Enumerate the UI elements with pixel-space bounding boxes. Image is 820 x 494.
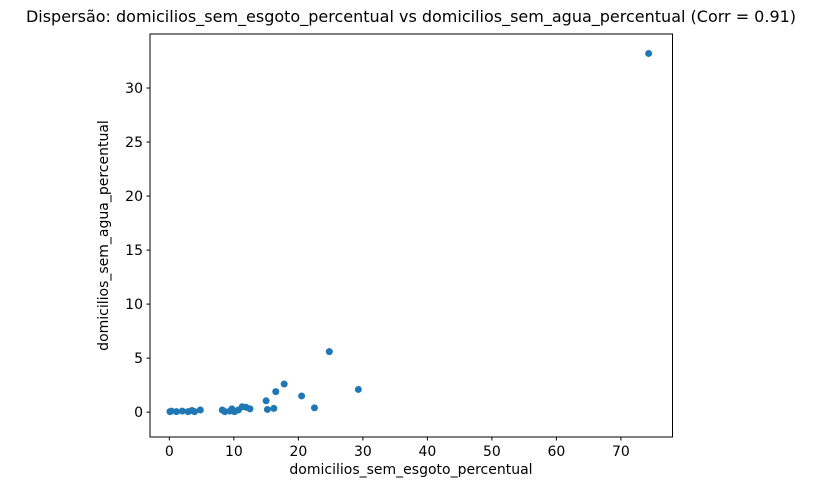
scatter-point [178,407,186,415]
x-axis-tick-label: 10 [225,444,243,460]
x-axis-tick-label: 60 [547,444,565,460]
scatter-point [272,388,280,396]
scatter-point [310,404,318,412]
scatter-point [196,406,204,414]
x-axis-tick-labels: 0 10 20 30 40 50 60 70 [165,444,630,460]
scatter-point [645,49,653,57]
scatter-point [172,408,180,416]
y-axis-tick-label: 30 [125,81,143,97]
scatter-point [221,408,229,416]
scatter-point [167,407,175,415]
y-axis-tick-label: 25 [125,135,143,151]
y-axis-tick-label: 20 [125,189,143,205]
y-axis-ticks [146,87,150,413]
y-axis-tick-label: 10 [125,297,143,313]
x-axis-tick-label: 30 [354,444,372,460]
scatter-point [246,405,254,413]
y-axis-tick-label: 15 [125,243,143,259]
scatter-point [191,408,199,416]
y-axis-label: domicilios_sem_agua_percentual [96,120,112,351]
scatter-point [262,397,270,405]
x-axis-tick-label: 50 [483,444,501,460]
chart-title: Dispersão: domicilios_sem_esgoto_percent… [26,7,796,27]
scatter-point [325,348,333,356]
scatter-point [298,392,306,400]
x-axis-tick-label: 40 [418,444,436,460]
x-axis-label: domicilios_sem_esgoto_percentual [289,462,532,478]
scatter-points-layer [166,49,653,416]
x-axis-tick-label: 70 [612,444,630,460]
y-axis-tick-label: 0 [134,405,143,421]
scatter-point [280,380,288,388]
scatter-point [354,385,362,393]
y-axis-tick-labels: 0 5 10 15 20 25 30 [125,81,143,421]
x-axis-ticks [168,437,622,441]
plot-area-border [149,33,673,438]
x-axis-tick-label: 0 [165,444,174,460]
y-axis-tick-label: 5 [134,351,143,367]
scatter-point [270,404,278,412]
scatter-point [263,405,271,413]
x-axis-tick-label: 20 [289,444,307,460]
